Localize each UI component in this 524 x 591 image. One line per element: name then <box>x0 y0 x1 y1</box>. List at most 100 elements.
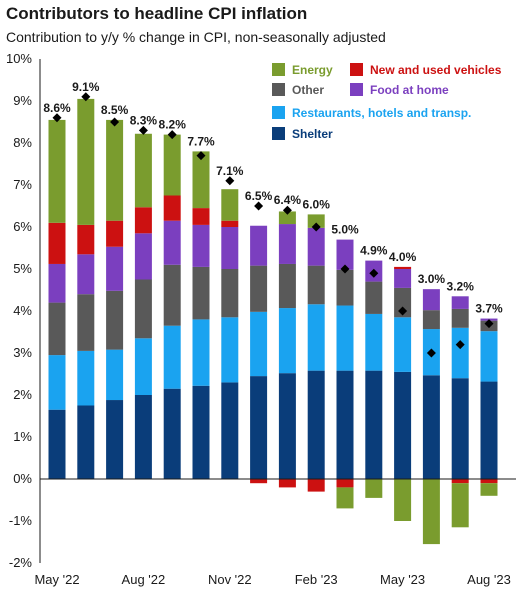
legend-label: New and used vehicles <box>370 63 502 77</box>
y-tick-label: 2% <box>13 387 32 402</box>
bar-segment <box>480 483 498 496</box>
bar-segment <box>422 289 440 311</box>
total-label: 4.9% <box>360 244 388 258</box>
total-marker <box>340 264 350 274</box>
total-marker <box>138 125 148 135</box>
bar-segment <box>365 313 383 371</box>
bar-stack <box>221 189 239 479</box>
total-label: 8.5% <box>101 103 129 117</box>
y-tick-label: 1% <box>13 429 32 444</box>
total-markers: 8.6%9.1%8.5%8.3% 8.2%7.7% 7.1%6.5% 6.4% 6.0%… <box>43 80 503 358</box>
bar-stack <box>336 239 354 509</box>
y-tick-label: 7% <box>13 177 32 192</box>
bar-segment <box>307 214 325 228</box>
legend-item: Shelter <box>272 127 333 141</box>
total-marker <box>52 113 62 123</box>
y-tick-label: 4% <box>13 303 32 318</box>
total-marker <box>398 306 408 316</box>
bar-stack <box>134 133 152 479</box>
total-label: 8.2% <box>159 118 187 132</box>
total-label: 5.0% <box>331 223 359 237</box>
bar-segment <box>163 220 181 265</box>
y-tick-label: 6% <box>13 219 32 234</box>
y-tick-label: 8% <box>13 135 32 150</box>
bar-segment <box>163 325 181 389</box>
x-tick-label: Aug '22 <box>122 572 166 587</box>
bar-segment <box>451 296 469 309</box>
bar-segment <box>250 225 268 266</box>
x-tick-label: Feb '23 <box>295 572 338 587</box>
bar-segment <box>163 388 181 479</box>
chart-title: Contributors to headline CPI inflation <box>6 4 308 23</box>
legend: Energy New and used vehicles Other Food at … <box>272 63 502 141</box>
bar-segment <box>307 370 325 479</box>
bar-segment <box>106 349 124 401</box>
bar-segment <box>221 189 239 221</box>
bar-segment <box>77 98 95 225</box>
bar-segment <box>48 222 66 264</box>
bar-segment <box>106 290 124 350</box>
x-tick-label: Aug '23 <box>467 572 511 587</box>
bar-stack <box>422 289 440 545</box>
bar-segment <box>221 269 239 318</box>
bar-segment <box>48 355 66 410</box>
bar-segment <box>422 310 440 330</box>
bar-segment <box>77 254 95 295</box>
total-marker <box>484 319 494 329</box>
bar-segment <box>451 327 469 379</box>
bar-stack <box>48 119 66 479</box>
bar-segment <box>134 233 152 280</box>
total-marker <box>426 348 436 358</box>
bar-segment <box>336 370 354 479</box>
bar-segment <box>106 246 124 291</box>
bar-segment <box>307 265 325 305</box>
bar-segment <box>221 382 239 479</box>
total-marker <box>282 205 292 215</box>
bar-segment <box>394 479 412 521</box>
legend-swatch <box>272 106 285 119</box>
x-tick-label: May '23 <box>380 572 425 587</box>
bar-segment <box>77 224 95 255</box>
total-label: 7.1% <box>216 164 244 178</box>
total-label: 7.7% <box>187 134 215 148</box>
bar-segment <box>48 119 66 223</box>
y-tick-label: 0% <box>13 471 32 486</box>
bar-segment <box>278 263 296 309</box>
bar-segment <box>451 483 469 528</box>
bar-segment <box>336 487 354 509</box>
legend-label: Restaurants, hotels and transp. <box>292 106 471 120</box>
bar-segment <box>48 409 66 479</box>
total-label: 3.7% <box>475 302 503 316</box>
total-label: 8.3% <box>130 113 158 127</box>
y-tick-label: 9% <box>13 93 32 108</box>
bar-segment <box>221 317 239 383</box>
total-label: 8.6% <box>43 101 71 115</box>
bar-segment <box>422 375 440 479</box>
total-marker <box>110 117 120 127</box>
bar-segment <box>134 133 152 208</box>
bar-segment <box>480 331 498 382</box>
bar-segment <box>451 378 469 479</box>
bar-segment <box>134 395 152 479</box>
bar-segment <box>422 479 440 545</box>
bar-segment <box>394 317 412 372</box>
bar-segment <box>192 151 210 209</box>
legend-item: New and used vehicles <box>350 63 502 77</box>
bar-stack <box>451 296 469 528</box>
y-tick-label: 3% <box>13 345 32 360</box>
total-marker <box>81 92 91 102</box>
legend-item: Food at home <box>350 83 449 97</box>
bar-segment <box>192 266 210 320</box>
bar-segment <box>134 279 152 339</box>
bar-segment <box>278 211 296 225</box>
total-marker <box>369 268 379 278</box>
bar-segment <box>77 294 95 351</box>
bar-segment <box>192 319 210 386</box>
y-tick-label: 5% <box>13 261 32 276</box>
bar-segment <box>336 269 354 306</box>
bar-segment <box>134 207 152 234</box>
bar-stack <box>307 214 325 492</box>
total-marker <box>225 176 235 186</box>
bar-segment <box>192 385 210 479</box>
